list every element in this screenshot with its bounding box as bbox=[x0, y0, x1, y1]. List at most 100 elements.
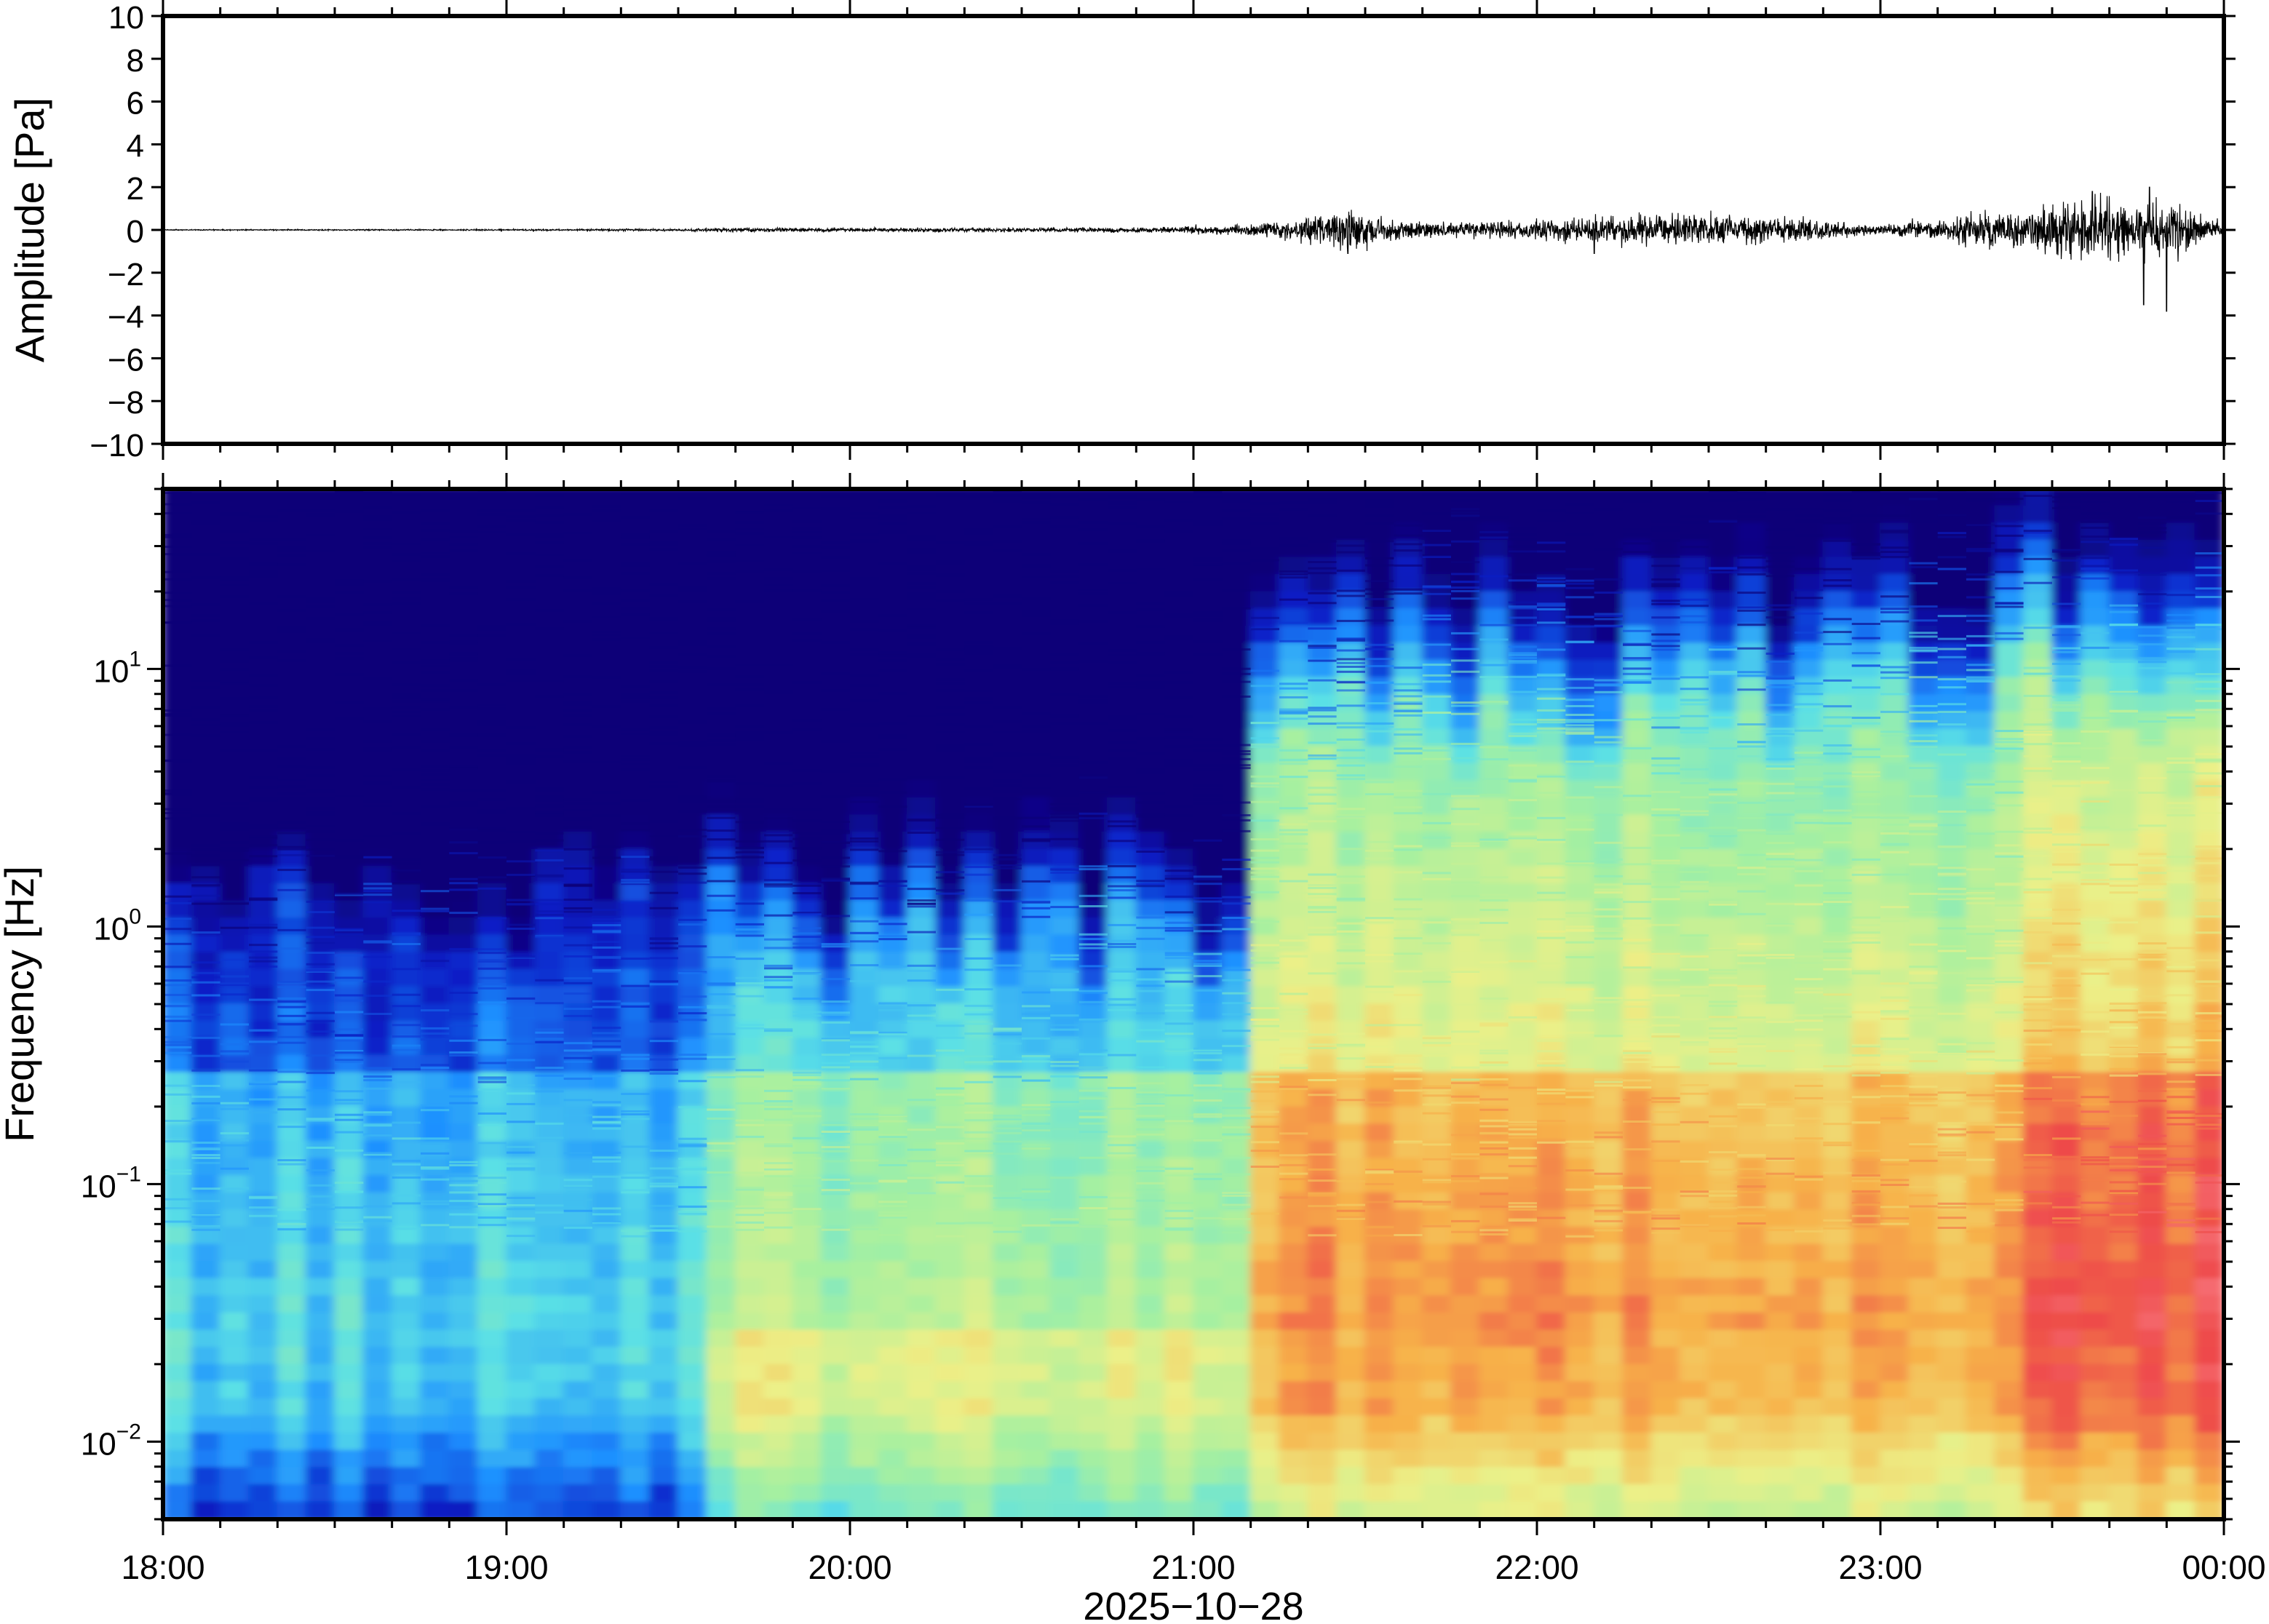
spectrogram-cell bbox=[191, 1243, 221, 1262]
spectrogram-cell bbox=[191, 952, 221, 971]
spectrogram-cell bbox=[820, 1243, 851, 1262]
spectrogram-cell bbox=[534, 660, 565, 679]
spectrogram-cell bbox=[1078, 1106, 1108, 1126]
spectrogram-cell bbox=[1021, 848, 1052, 868]
spectrogram-cell bbox=[1966, 1364, 1996, 1383]
spectrogram-cell bbox=[163, 866, 193, 885]
spectrogram-cell bbox=[1307, 1261, 1338, 1280]
spectrogram-cell bbox=[2108, 539, 2139, 559]
spectrogram-striation bbox=[191, 1187, 220, 1190]
spectrogram-cell bbox=[1622, 1261, 1653, 1280]
spectrogram-striation bbox=[163, 546, 192, 548]
spectrogram-cell bbox=[1221, 1175, 1252, 1194]
spectrogram-cell bbox=[1765, 1329, 1795, 1348]
spectrogram-cell bbox=[1593, 1467, 1624, 1486]
spectrogram-cell bbox=[849, 866, 880, 885]
spectrogram-cell bbox=[1279, 1467, 1309, 1486]
spectrogram-cell bbox=[2051, 1295, 2082, 1314]
spectrogram-cell bbox=[963, 883, 994, 902]
spectrogram-cell bbox=[1593, 1003, 1624, 1022]
spectrogram-cell bbox=[1021, 1278, 1052, 1297]
spectrogram-cell bbox=[1307, 1295, 1338, 1314]
spectrogram-cell bbox=[2166, 1278, 2196, 1297]
spectrogram-cell bbox=[334, 728, 365, 747]
spectrogram-cell bbox=[1708, 1158, 1738, 1177]
spectrogram-cell bbox=[1221, 1398, 1252, 1417]
spectrogram-cell bbox=[1335, 1158, 1366, 1177]
spectrogram-cell bbox=[1107, 694, 1137, 713]
spectrogram-striation bbox=[277, 554, 306, 557]
spectrogram-cell bbox=[448, 1501, 479, 1519]
spectrogram-cell bbox=[391, 1433, 421, 1452]
spectrogram-cell bbox=[1708, 1501, 1738, 1519]
spectrogram-cell bbox=[1221, 1072, 1252, 1091]
spectrogram-cell bbox=[1936, 1158, 1967, 1177]
spectrogram-cell bbox=[448, 797, 479, 816]
spectrogram-cell bbox=[1994, 814, 2024, 833]
spectrogram-cell bbox=[163, 1364, 193, 1383]
spectrogram-cell bbox=[1450, 1140, 1481, 1160]
spectrogram-cell bbox=[1679, 848, 1709, 868]
spectrogram-cell bbox=[1593, 1433, 1624, 1452]
spectrogram-cell bbox=[620, 832, 651, 851]
spectrogram-cell bbox=[792, 1398, 822, 1417]
spectrogram-cell bbox=[1936, 763, 1967, 782]
spectrogram-striation bbox=[335, 579, 364, 582]
spectrogram-cell bbox=[2108, 574, 2139, 593]
spectrogram-cell bbox=[1164, 1484, 1194, 1503]
spectrogram-cell bbox=[534, 711, 565, 731]
spectrogram-cell bbox=[1622, 1381, 1653, 1400]
spectrogram-cell bbox=[163, 763, 193, 782]
spectrogram-cell bbox=[1936, 1106, 1967, 1126]
spectrogram-cell bbox=[1193, 728, 1223, 747]
spectrogram-striation bbox=[363, 775, 392, 777]
spectrogram-cell bbox=[563, 952, 593, 971]
spectrogram-cell bbox=[1307, 1089, 1338, 1108]
spectrogram-cell bbox=[763, 539, 794, 559]
spectrogram-cell bbox=[1393, 1072, 1423, 1091]
spectrogram-cell bbox=[849, 539, 880, 559]
spectrogram-cell bbox=[1249, 1398, 1280, 1417]
spectrogram-cell bbox=[1021, 1467, 1052, 1486]
spectrogram-striation bbox=[335, 1034, 364, 1037]
spectrogram-striation bbox=[392, 543, 421, 545]
spectrogram-cell bbox=[1736, 900, 1767, 919]
spectrogram-cell bbox=[1078, 1501, 1108, 1519]
spectrogram-cell bbox=[1822, 660, 1853, 679]
spectrogram-cell bbox=[1335, 848, 1366, 868]
spectrogram-cell bbox=[2108, 918, 2139, 936]
spectrogram-cell bbox=[506, 1381, 536, 1400]
spectrogram-cell bbox=[592, 539, 622, 559]
spectrogram-cell bbox=[1107, 952, 1137, 971]
spectrogram-cell bbox=[849, 522, 880, 541]
spectrogram-cell bbox=[2051, 591, 2082, 610]
spectrogram-cell bbox=[1164, 1243, 1194, 1262]
spectrogram-cell bbox=[1994, 1243, 2024, 1262]
spectrogram-cell bbox=[420, 1484, 450, 1503]
spectrogram-cell bbox=[820, 1433, 851, 1452]
spectrogram-cell bbox=[219, 1501, 250, 1519]
spectrogram-cell bbox=[1135, 557, 1166, 576]
spectrogram-cell bbox=[1479, 1347, 1509, 1366]
spectrogram-cell bbox=[1507, 1261, 1538, 1280]
spectrogram-striation bbox=[277, 792, 306, 795]
spectrogram-cell bbox=[2080, 591, 2110, 610]
spectrogram-cell bbox=[935, 1312, 966, 1332]
spectrogram-cell bbox=[1450, 918, 1481, 936]
spectrogram-cell bbox=[1393, 1467, 1423, 1486]
spectrogram-cell bbox=[1450, 832, 1481, 851]
spectrogram-cell bbox=[1822, 1433, 1853, 1452]
spectrogram-cell bbox=[1421, 1226, 1452, 1246]
spectrogram-cell bbox=[592, 797, 622, 816]
spectrogram-cell bbox=[620, 1312, 651, 1332]
spectrogram-cell bbox=[1765, 1467, 1795, 1486]
spectrogram-cell bbox=[1507, 986, 1538, 1005]
spectrogram-cell bbox=[1479, 660, 1509, 679]
spectrogram-cell bbox=[1593, 1347, 1624, 1366]
spectrogram-cell bbox=[1164, 780, 1194, 799]
spectrogram-cell bbox=[906, 1243, 937, 1262]
spectrogram-cell bbox=[878, 934, 908, 954]
spectrogram-cell bbox=[305, 694, 335, 713]
spectrogram-cell bbox=[734, 1415, 765, 1434]
spectrogram-cell bbox=[849, 952, 880, 971]
